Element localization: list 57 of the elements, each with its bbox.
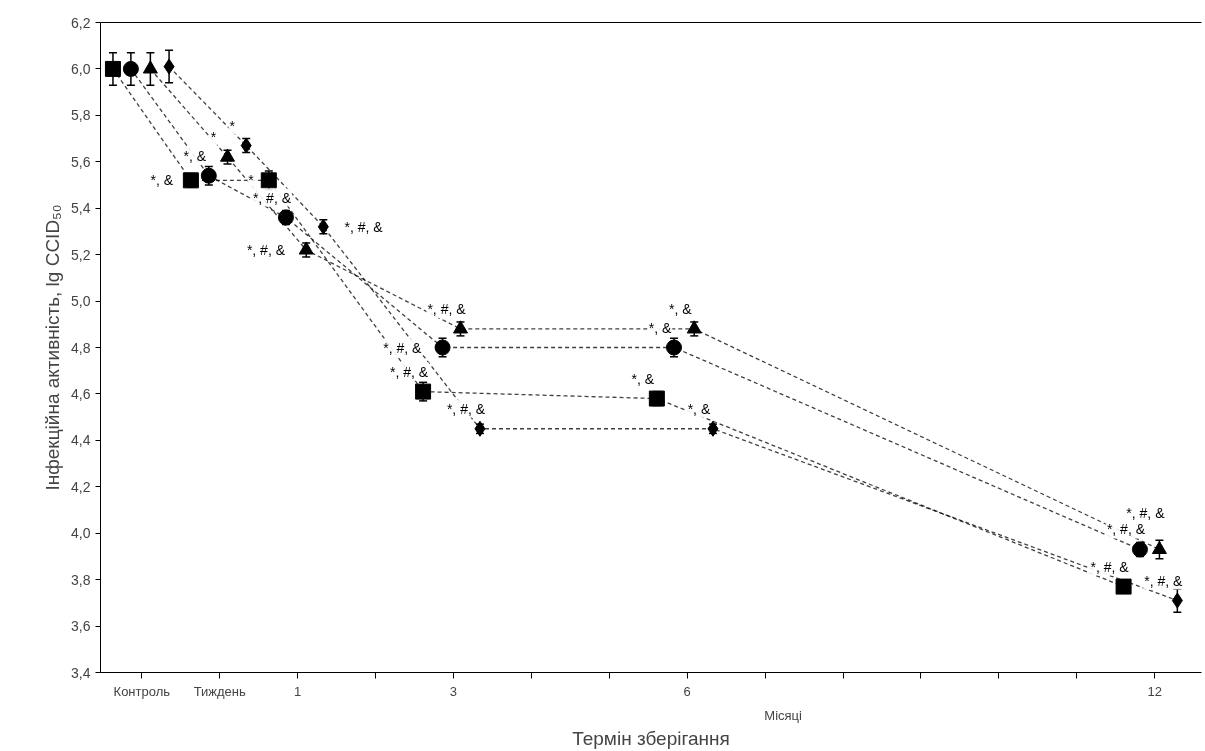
annotation: *, &	[183, 147, 207, 164]
y-tick-label: 4,4	[71, 432, 91, 449]
annotation: *, #, &	[427, 300, 467, 317]
y-tick-label: 4,2	[71, 478, 91, 495]
x-tick-label: 1	[294, 683, 302, 699]
annotation: *, #, &	[1090, 558, 1130, 575]
text: Місяці	[764, 707, 803, 723]
y-tick-label: 5,6	[71, 153, 91, 170]
y-tick-label: 5,8	[71, 107, 91, 124]
y-tick-label: 5,4	[71, 200, 91, 217]
annotation: *, &	[631, 370, 655, 387]
point	[1171, 592, 1183, 609]
point	[200, 167, 217, 184]
point	[104, 60, 121, 77]
annotation: *, #, &	[1144, 572, 1184, 589]
y-axis-title: Інфекційна активність, lg CCID₅₀	[42, 204, 64, 491]
annotation: *, #, &	[446, 400, 486, 417]
y-tick-label: 3,4	[71, 664, 91, 681]
annotation: *, #, &	[344, 218, 384, 235]
annotation: *, #, &	[1106, 521, 1146, 538]
annotation: *	[248, 172, 255, 189]
x-tick-label: 6	[683, 683, 691, 699]
y-tick-label: 5,0	[71, 293, 91, 310]
y-tick-label: 4,6	[71, 385, 91, 402]
x-tick-label: 3	[449, 683, 458, 699]
point	[1131, 541, 1148, 558]
point	[1115, 578, 1132, 595]
annotation: *, &	[150, 172, 174, 189]
y-tick-label: 6,0	[71, 60, 91, 77]
point	[415, 383, 432, 400]
point	[142, 60, 158, 74]
point	[163, 58, 175, 75]
annotation: *, #, &	[383, 339, 423, 356]
y-tick-label: 4,8	[71, 339, 91, 356]
annotation: *, #, &	[246, 242, 286, 258]
y-tick-label: 3,8	[71, 571, 91, 588]
x-axis-title: Термін зберігання	[572, 727, 730, 749]
x-tick-label: 12	[1147, 683, 1162, 699]
x-tick-label: Контроль	[113, 683, 171, 699]
annotation: *, &	[648, 319, 672, 336]
point	[665, 339, 682, 356]
annotation: *, &	[668, 300, 693, 317]
point	[260, 172, 277, 189]
annotation: *, &	[687, 400, 711, 417]
annotation: *	[210, 129, 217, 146]
annotation: *, #, &	[390, 363, 429, 380]
x-tick-label: Тиждень	[193, 683, 246, 699]
y-tick-label: 6,2	[71, 14, 91, 31]
point	[277, 209, 294, 226]
annotation: *	[229, 117, 236, 134]
point	[1151, 540, 1167, 555]
y-tick-label: 3,6	[71, 618, 91, 635]
point	[122, 60, 139, 77]
annotation: *, #, &	[1126, 505, 1166, 522]
annotation: *, #, &	[252, 189, 292, 206]
y-tick-label: 4,0	[71, 525, 91, 542]
y-tick-label: 5,2	[71, 246, 91, 263]
